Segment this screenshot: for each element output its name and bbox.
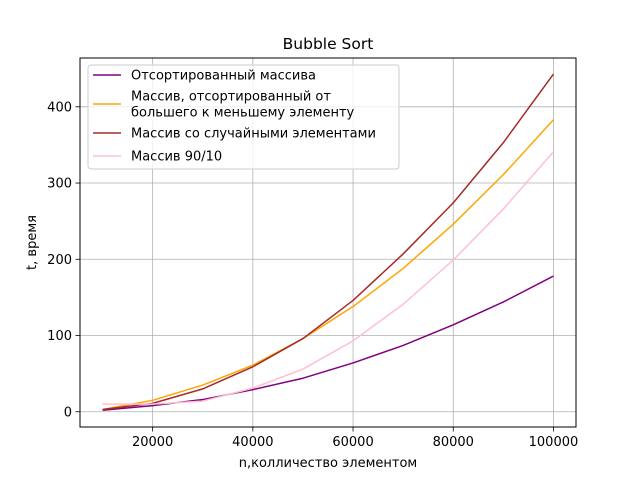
x-axis-title: n,колличество элементом	[239, 456, 417, 471]
legend-label-3: Массив со случайными элементами	[131, 127, 376, 142]
legend-label-2-line-2: большего к меньшему элементу	[131, 106, 355, 121]
y-tick-label: 300	[47, 177, 72, 192]
series-layer	[102, 73, 555, 411]
x-tick-label: 20000	[132, 435, 173, 450]
legend-label-1: Отсортированный массива	[131, 69, 316, 84]
series-line-3	[102, 73, 555, 411]
y-axis-title: t, время	[25, 215, 40, 270]
y-tick-label: 0	[64, 405, 72, 420]
y-tick-label: 200	[47, 253, 72, 268]
chart-title: Bubble Sort	[283, 35, 374, 53]
series-line-4	[102, 151, 555, 405]
x-tick-label: 100000	[529, 435, 579, 450]
legend-label-2-line-1: Массив, отсортированный от	[131, 90, 331, 105]
y-tick-label: 100	[47, 329, 72, 344]
x-tick-label: 80000	[433, 435, 474, 450]
legend: Отсортированный массива Массив, отсортиро…	[87, 64, 400, 170]
tick-layer: 20000 40000 60000 80000 100000 0 100 200 300 400	[47, 100, 578, 450]
series-line-2	[102, 119, 555, 411]
x-tick-label: 60000	[332, 435, 373, 450]
y-tick-label: 400	[47, 100, 72, 115]
legend-label-4: Массив 90/10	[131, 150, 222, 165]
x-tick-label: 40000	[232, 435, 273, 450]
legend-box	[87, 64, 400, 170]
plot-frame	[79, 57, 577, 428]
